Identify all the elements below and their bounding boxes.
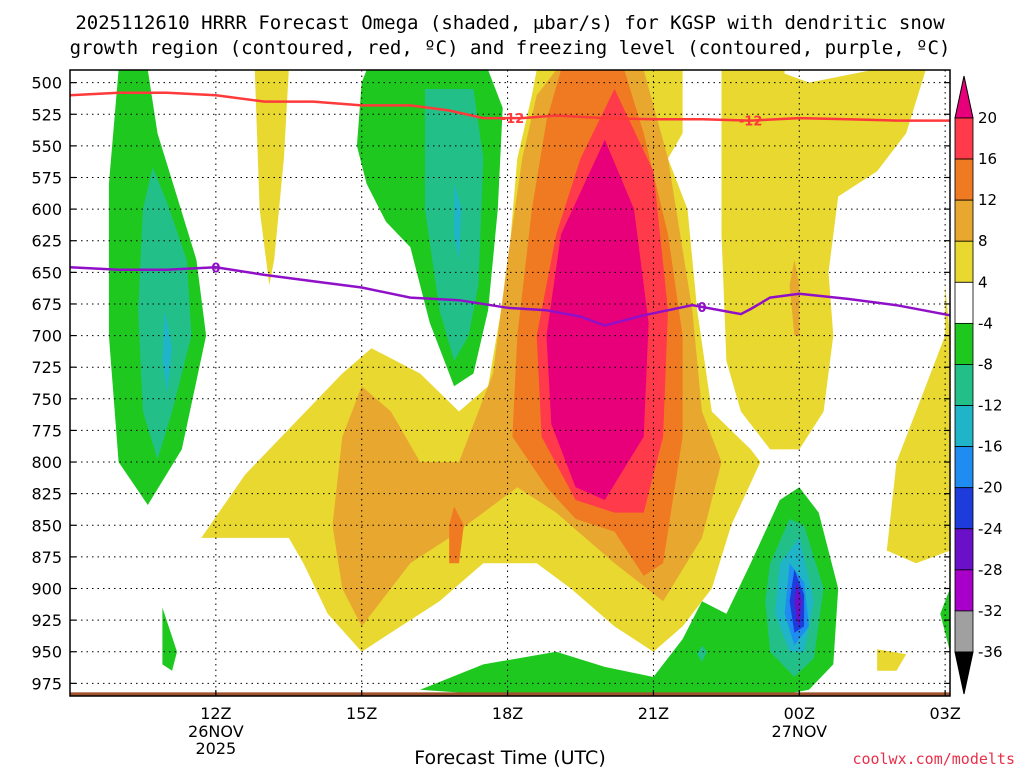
y-tick-label-725: 725 bbox=[31, 358, 62, 377]
contour-label-0-0: -12 bbox=[501, 112, 525, 127]
colorbar-label-9: -20 bbox=[978, 479, 1003, 497]
x-tick-label-03Z: 03Z bbox=[929, 704, 960, 723]
omega-region-14 bbox=[721, 70, 926, 450]
colorbar-segment-7 bbox=[954, 405, 974, 448]
colorbar-segment-10 bbox=[954, 528, 974, 571]
x-tick-label-12Z: 12Z bbox=[200, 704, 231, 723]
omega-region-25 bbox=[697, 645, 707, 662]
y-tick-label-975: 975 bbox=[31, 674, 62, 693]
colorbar-label-8: -16 bbox=[978, 438, 1003, 456]
colorbar-label-2: 12 bbox=[978, 191, 997, 209]
y-tick-label-650: 650 bbox=[31, 263, 62, 282]
colorbar-label-4: 4 bbox=[978, 273, 988, 291]
colorbar-label-1: 16 bbox=[978, 150, 997, 168]
omega-region-6 bbox=[254, 70, 289, 285]
omega-region-18 bbox=[420, 487, 839, 696]
x-tick-label-00Z: 00Z bbox=[784, 704, 815, 723]
y-tick-label-700: 700 bbox=[31, 327, 62, 346]
credit-text[interactable]: coolwx.com/modelts bbox=[852, 750, 1015, 768]
y-tick-label-800: 800 bbox=[31, 453, 62, 472]
colorbar-segment-5 bbox=[954, 322, 974, 365]
omega-region-17 bbox=[877, 649, 907, 671]
y-tick-label-625: 625 bbox=[31, 232, 62, 251]
colorbar-segment-6 bbox=[954, 364, 974, 406]
omega-region-11 bbox=[546, 139, 649, 500]
omega-region-12 bbox=[449, 506, 464, 564]
colorbar-segment-8 bbox=[954, 446, 974, 489]
omega-shaded-regions bbox=[108, 70, 950, 696]
colorbar-label-0: 20 bbox=[978, 109, 997, 127]
colorbar-label-13: -36 bbox=[978, 643, 1003, 661]
chart-title-line1: 2025112610 HRRR Forecast Omega (shaded, … bbox=[75, 12, 945, 34]
temperature-contours: -12 -12 0 0 bbox=[69, 91, 951, 327]
contour-label-1-1: 0 bbox=[698, 301, 707, 316]
contour-line-0 bbox=[69, 91, 950, 122]
x-tick-label-21Z: 21Z bbox=[638, 704, 669, 723]
colorbar-segment-0 bbox=[954, 117, 974, 160]
y-axis-ticks: 500 525 550 575 600 625 650 675 700 725 750 775 800 8… bbox=[31, 74, 950, 693]
omega-region-15 bbox=[789, 259, 800, 336]
omega-region-2 bbox=[162, 310, 173, 393]
colorbar-segment-9 bbox=[954, 487, 974, 530]
y-tick-label-775: 775 bbox=[31, 421, 62, 440]
contour-line-1 bbox=[69, 266, 951, 327]
colorbar: 20 16 12 8 4 -4 -8 -12 -16 -20 -24 -28 -32 -36 bbox=[954, 75, 1003, 695]
colorbar-label-11: -28 bbox=[978, 561, 1003, 579]
y-tick-label-675: 675 bbox=[31, 295, 62, 314]
grid-lines bbox=[70, 70, 950, 696]
ground-layer bbox=[70, 692, 950, 696]
y-tick-label-875: 875 bbox=[31, 548, 62, 567]
colorbar-label-3: 8 bbox=[978, 232, 988, 250]
colorbar-segment-1 bbox=[954, 158, 974, 201]
y-tick-label-900: 900 bbox=[31, 580, 62, 599]
colorbar-segment-4 bbox=[954, 281, 974, 324]
contour-label-1-0: 0 bbox=[211, 261, 220, 276]
colorbar-segment-11 bbox=[954, 569, 974, 612]
omega-region-4 bbox=[424, 89, 484, 361]
contour-label-0-1: -12 bbox=[739, 115, 763, 130]
y-tick-label-850: 850 bbox=[31, 516, 62, 535]
x-tick-label-18Z: 18Z bbox=[492, 704, 523, 723]
colorbar-label-7: -12 bbox=[978, 397, 1003, 415]
y-tick-label-600: 600 bbox=[31, 200, 62, 219]
colorbar-label-10: -24 bbox=[978, 520, 1003, 538]
y-tick-label-925: 925 bbox=[31, 611, 62, 630]
colorbar-label-6: -8 bbox=[978, 355, 993, 373]
colorbar-segment-2 bbox=[954, 199, 974, 242]
chart-title-line2: growth region (contoured, red, ºC) and f… bbox=[70, 37, 951, 59]
y-tick-label-825: 825 bbox=[31, 485, 62, 504]
y-tick-label-525: 525 bbox=[31, 105, 62, 124]
y-tick-label-550: 550 bbox=[31, 137, 62, 156]
colorbar-segment-12 bbox=[954, 610, 974, 653]
x-axis-label: Forecast Time (UTC) bbox=[414, 747, 605, 768]
colorbar-bottom-extension bbox=[954, 651, 974, 695]
omega-region-27 bbox=[940, 588, 950, 659]
omega-region-23 bbox=[794, 582, 802, 627]
colorbar-top-extension bbox=[954, 75, 974, 119]
y-tick-label-575: 575 bbox=[31, 168, 62, 187]
x-tick-year-12Z: 2025 bbox=[195, 739, 236, 758]
y-tick-label-750: 750 bbox=[31, 390, 62, 409]
y-tick-label-950: 950 bbox=[31, 643, 62, 662]
colorbar-label-12: -32 bbox=[978, 602, 1003, 620]
colorbar-segment-3 bbox=[954, 240, 974, 283]
x-tick-date-00Z: 27NOV bbox=[771, 722, 827, 741]
ground-bar bbox=[70, 692, 950, 696]
x-tick-date-12Z: 26NOV bbox=[188, 722, 244, 741]
omega-region-26 bbox=[162, 607, 177, 671]
x-tick-label-15Z: 15Z bbox=[346, 704, 377, 723]
colorbar-label-5: -4 bbox=[978, 314, 993, 332]
y-tick-label-500: 500 bbox=[31, 74, 62, 93]
plot-frame bbox=[69, 69, 951, 697]
